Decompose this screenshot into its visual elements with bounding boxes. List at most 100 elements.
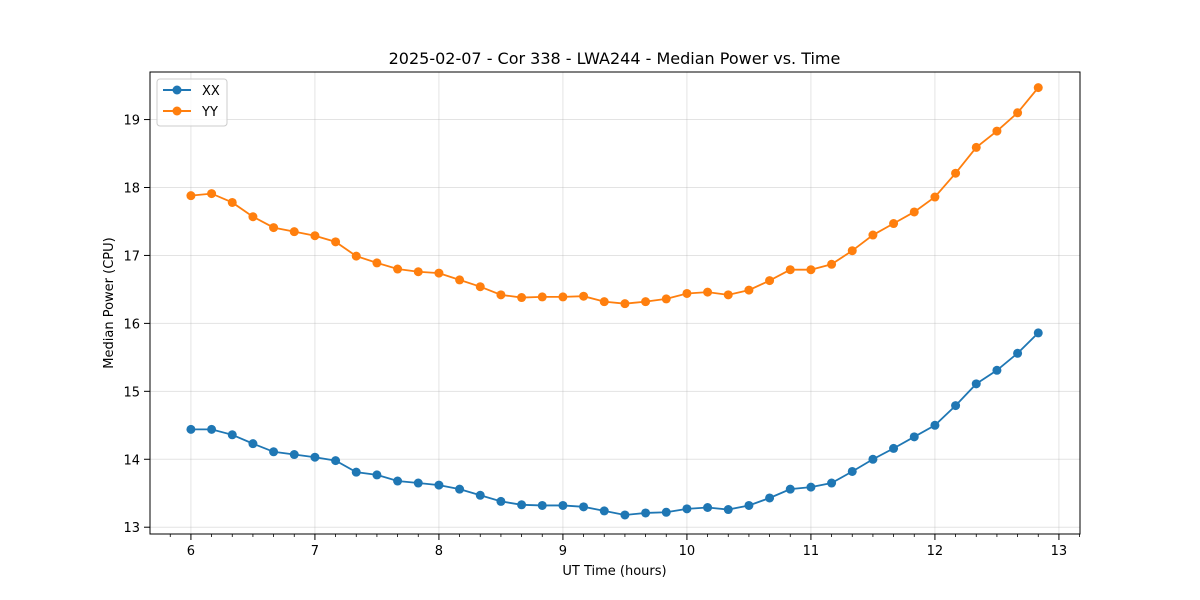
data-point-yy xyxy=(909,207,919,217)
data-point-yy xyxy=(620,299,630,309)
data-point-xx xyxy=(868,454,878,464)
legend-marker-yy xyxy=(172,106,182,116)
chart-title: 2025-02-07 - Cor 338 - LWA244 - Median P… xyxy=(389,49,841,68)
y-tick-label: 18 xyxy=(123,182,140,197)
data-point-yy xyxy=(517,293,527,303)
data-point-yy xyxy=(785,265,795,275)
data-point-xx xyxy=(434,480,444,490)
legend-label-xx: XX xyxy=(202,84,220,99)
data-point-yy xyxy=(992,126,1002,136)
y-tick-label: 15 xyxy=(123,385,140,400)
data-point-yy xyxy=(682,288,692,298)
data-point-yy xyxy=(599,297,609,307)
y-tick-label: 16 xyxy=(123,317,140,332)
data-point-xx xyxy=(310,452,320,462)
series-points xyxy=(186,83,1043,520)
data-point-yy xyxy=(537,292,547,302)
data-point-xx xyxy=(351,467,361,477)
data-point-xx xyxy=(393,476,403,486)
data-point-yy xyxy=(351,251,361,261)
data-point-yy xyxy=(269,223,279,233)
data-point-xx xyxy=(641,508,651,518)
series-line-xx xyxy=(190,332,1039,516)
data-point-xx xyxy=(992,365,1002,375)
data-point-xx xyxy=(207,424,217,434)
data-point-xx xyxy=(599,506,609,516)
y-tick-label: 19 xyxy=(123,114,140,129)
legend-label-yy: YY xyxy=(201,105,218,120)
data-point-yy xyxy=(558,292,568,302)
data-point-xx xyxy=(496,496,506,506)
data-point-yy xyxy=(661,294,671,304)
data-point-yy xyxy=(289,227,299,237)
data-point-yy xyxy=(847,246,857,256)
data-point-yy xyxy=(889,219,899,229)
data-point-yy xyxy=(434,268,444,278)
data-point-xx xyxy=(765,493,775,503)
data-point-yy xyxy=(641,297,651,307)
data-point-xx xyxy=(455,484,465,494)
x-tick-label: 12 xyxy=(927,544,944,559)
x-tick-label: 7 xyxy=(311,544,319,559)
data-point-yy xyxy=(579,291,589,301)
data-point-xx xyxy=(744,500,754,510)
data-point-yy xyxy=(248,212,258,222)
x-tick-label: 10 xyxy=(679,544,696,559)
data-point-yy xyxy=(310,231,320,241)
data-point-yy xyxy=(372,258,382,268)
data-point-xx xyxy=(827,478,837,488)
data-point-xx xyxy=(186,424,196,434)
data-point-yy xyxy=(806,265,816,275)
data-point-xx xyxy=(289,450,299,460)
data-point-yy xyxy=(475,282,485,292)
data-point-yy xyxy=(827,259,837,269)
data-point-xx xyxy=(517,500,527,510)
data-point-xx xyxy=(558,500,568,510)
data-point-xx xyxy=(930,420,940,430)
data-point-yy xyxy=(393,264,403,274)
y-axis-label: Median Power (CPU) xyxy=(102,237,117,368)
series-lines xyxy=(190,87,1039,516)
data-point-xx xyxy=(579,502,589,512)
data-point-xx xyxy=(537,500,547,510)
data-point-yy xyxy=(930,192,940,202)
data-point-yy xyxy=(1033,83,1043,93)
data-point-yy xyxy=(413,267,423,277)
data-point-xx xyxy=(971,379,981,389)
data-point-yy xyxy=(227,197,237,207)
x-tick-label: 6 xyxy=(187,544,195,559)
data-point-xx xyxy=(372,470,382,480)
x-axis-ticks: 6 7 8 9 10 11 12 13 xyxy=(169,534,1080,559)
data-point-xx xyxy=(413,478,423,488)
data-point-xx xyxy=(723,505,733,515)
data-point-xx xyxy=(703,503,713,512)
legend: XX YY xyxy=(156,78,228,127)
data-point-xx xyxy=(951,401,961,411)
y-tick-label: 17 xyxy=(123,249,140,264)
y-axis-ticks: 13 14 15 16 17 18 19 xyxy=(123,114,150,536)
data-point-yy xyxy=(951,168,961,178)
data-point-yy xyxy=(744,285,754,295)
data-point-xx xyxy=(269,447,279,457)
data-point-yy xyxy=(331,237,341,247)
data-point-yy xyxy=(765,276,775,286)
data-point-xx xyxy=(661,507,671,517)
data-point-yy xyxy=(1013,108,1023,118)
data-point-yy xyxy=(723,290,733,300)
data-point-yy xyxy=(207,189,217,199)
data-point-xx xyxy=(682,504,692,514)
y-tick-label: 13 xyxy=(123,521,140,536)
data-point-yy xyxy=(186,191,196,201)
data-point-xx xyxy=(1013,348,1023,358)
plot-frame xyxy=(149,71,1081,535)
x-tick-label: 13 xyxy=(1051,544,1068,559)
data-point-xx xyxy=(909,432,919,442)
data-point-yy xyxy=(703,287,713,297)
grid-lines xyxy=(150,72,1080,534)
data-point-xx xyxy=(1033,328,1043,338)
data-point-yy xyxy=(455,275,465,285)
y-tick-label: 14 xyxy=(123,453,140,468)
data-point-xx xyxy=(847,466,857,476)
data-point-xx xyxy=(248,439,258,449)
